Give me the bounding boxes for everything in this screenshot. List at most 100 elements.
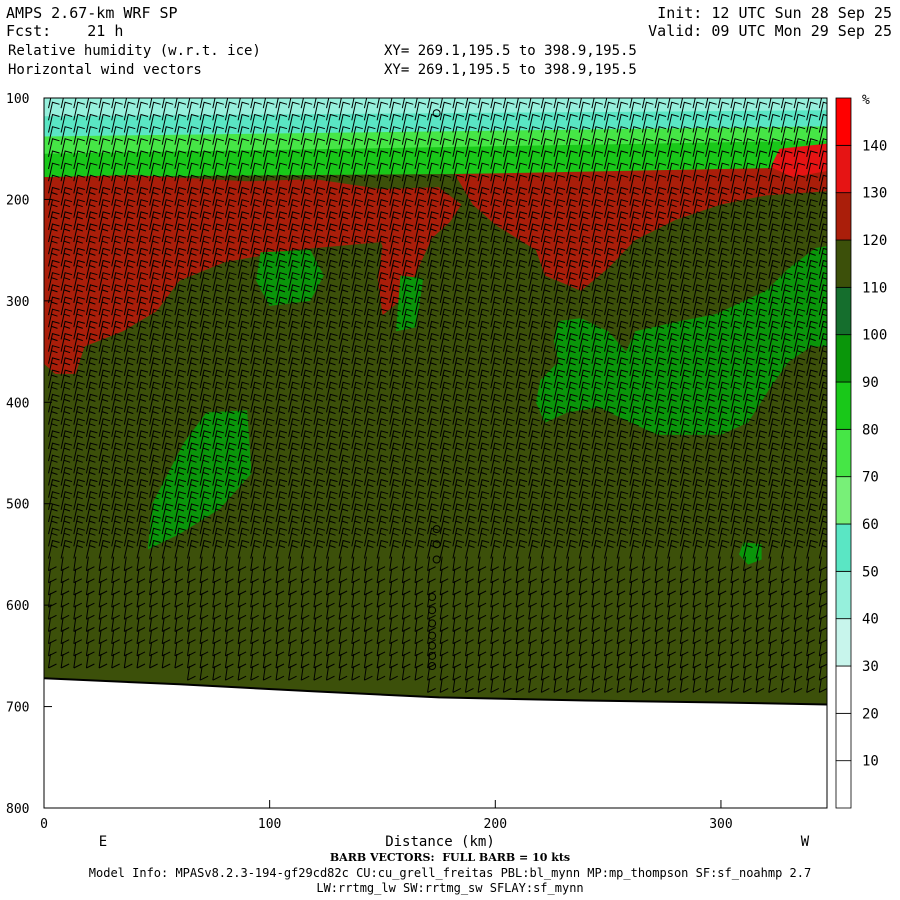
- wind-barb: [60, 259, 73, 279]
- wind-barb: [224, 259, 237, 279]
- wind-barb: [780, 418, 793, 437]
- wind-barb: [250, 491, 262, 510]
- wind-barb: [111, 345, 123, 364]
- wind-barb: [123, 466, 136, 486]
- wind-barb: [300, 332, 313, 352]
- wind-barb: [452, 332, 465, 352]
- wind-barb: [806, 405, 818, 425]
- wind-barb: [465, 515, 477, 535]
- wind-barb: [288, 405, 300, 425]
- wind-barb: [452, 381, 465, 401]
- wind-barb: [629, 223, 641, 243]
- wind-barb: [477, 284, 490, 304]
- wind-barb: [149, 527, 161, 547]
- wind-barb: [604, 101, 616, 121]
- wind-barb: [667, 515, 679, 535]
- wind-barb: [414, 405, 427, 425]
- x-tick-label: 200: [484, 817, 507, 832]
- wind-barb: [73, 272, 85, 291]
- wind-barb: [566, 98, 570, 109]
- wind-barb: [123, 113, 136, 133]
- wind-barb: [540, 442, 553, 462]
- wind-barb: [616, 466, 629, 486]
- wind-barb: [161, 332, 174, 352]
- wind-barb: [389, 539, 401, 559]
- wind-barb: [262, 491, 275, 510]
- wind-barb: [755, 320, 768, 340]
- wind-barb: [414, 442, 427, 462]
- wind-barb: [502, 466, 515, 486]
- wind-barb: [578, 247, 591, 267]
- wind-barb: [149, 235, 161, 255]
- wind-barb: [641, 393, 654, 413]
- wind-barb: [224, 98, 229, 109]
- wind-barb: [528, 345, 540, 364]
- wind-barb: [667, 466, 679, 486]
- wind-barb: [604, 678, 613, 693]
- wind-barb: [363, 308, 376, 328]
- colorbar-swatch: [835, 144, 852, 194]
- colorbar-swatch: [835, 97, 852, 146]
- wind-barb: [717, 138, 730, 157]
- wind-barb: [224, 296, 237, 316]
- wind-barb: [528, 454, 540, 474]
- wind-barb: [363, 357, 376, 377]
- wind-barb: [818, 430, 827, 450]
- wind-barb: [111, 199, 123, 218]
- wind-barb: [199, 186, 212, 206]
- wind-barb: [629, 126, 641, 145]
- wind-barb: [161, 113, 174, 133]
- wind-barb: [515, 320, 528, 340]
- wind-barb: [212, 186, 224, 206]
- wind-barb: [427, 272, 439, 291]
- wind-barb: [363, 150, 376, 170]
- wind-barb: [48, 345, 60, 364]
- wind-barb: [553, 162, 566, 182]
- wind-barb: [641, 320, 654, 340]
- wind-barb: [743, 369, 755, 389]
- wind-barb: [262, 666, 272, 681]
- wind-barb: [161, 138, 174, 157]
- wind-barb: [288, 211, 300, 231]
- wind-barb: [604, 503, 616, 523]
- wind-barb: [616, 405, 629, 425]
- wind-barb: [591, 199, 604, 218]
- wind-barb: [60, 101, 73, 121]
- wind-barb: [313, 466, 326, 486]
- wind-barb: [262, 527, 275, 547]
- wind-barb: [654, 174, 667, 194]
- wind-barb: [326, 223, 338, 243]
- wind-barb: [806, 357, 818, 377]
- wind-barb: [48, 308, 60, 328]
- wind-barb: [793, 369, 806, 389]
- wind-barb: [591, 186, 604, 206]
- wind-barb: [629, 466, 641, 486]
- wind-barb: [667, 247, 679, 267]
- wind-barb: [174, 357, 187, 377]
- wind-barb: [224, 357, 237, 377]
- wind-barb: [288, 199, 300, 218]
- wind-barb: [818, 320, 827, 340]
- wind-barb: [250, 247, 262, 267]
- wind-barb: [793, 150, 806, 170]
- wind-barb: [717, 199, 730, 218]
- wind-barb: [566, 418, 578, 437]
- wind-barb: [288, 381, 300, 401]
- wind-barb: [768, 320, 780, 340]
- wind-barb: [224, 345, 237, 364]
- wind-barb: [743, 357, 755, 377]
- wind-barb: [528, 381, 540, 401]
- wind-barb: [806, 418, 818, 437]
- wind-barb: [578, 357, 591, 377]
- wind-barb: [629, 678, 639, 693]
- wind-barb: [629, 113, 641, 133]
- wind-barb: [401, 393, 414, 413]
- wind-barb: [591, 211, 604, 231]
- wind-barb: [401, 247, 414, 267]
- wind-barb: [566, 491, 578, 510]
- rh-region-supersat-east: [454, 167, 827, 291]
- wind-barb: [793, 454, 806, 474]
- wind-barb: [692, 418, 705, 437]
- wind-barb: [73, 332, 85, 352]
- wind-barb: [98, 101, 111, 121]
